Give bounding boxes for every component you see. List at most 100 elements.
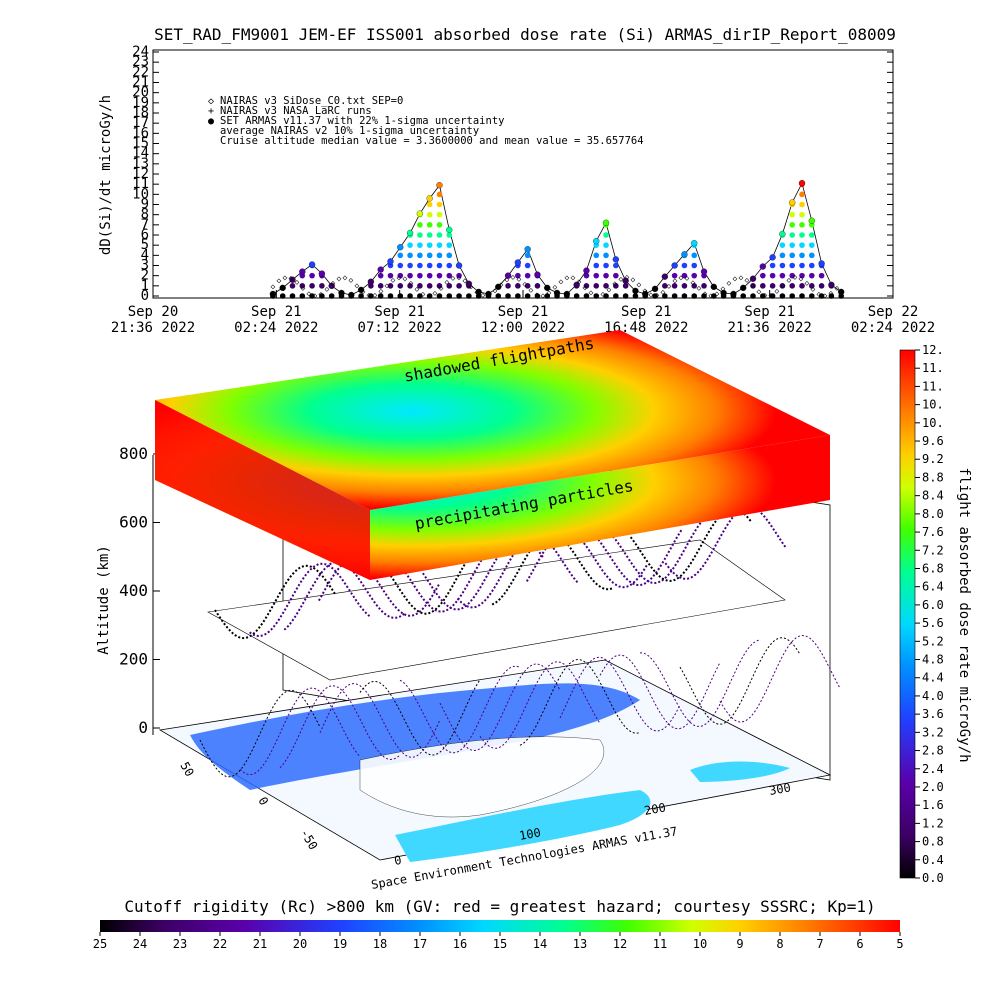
dose-point [387,283,394,289]
dose-point-peak [544,284,551,292]
dose-point-peak [426,195,433,202]
cutoff-tick-label: 18 [373,937,387,951]
dose-point [436,222,443,228]
altitude-tick-label: 400 [119,581,148,600]
colorbar-label: flight absorbed dose rate microGy/h [956,467,972,762]
dose-point [809,272,815,279]
dose-point [809,283,815,289]
dose-point [789,232,796,238]
legend-symbol: ◇ [208,96,214,107]
dose-point [426,232,433,238]
dose-point [789,283,796,289]
orbit-track [719,634,841,723]
dose-point [603,242,609,248]
dose-point-peak [730,290,737,298]
dose-point-peak [789,199,796,206]
model-diamond: ◇ [534,290,539,299]
dose-point [426,272,433,279]
orbit-track [439,663,561,752]
orbit-track [560,527,683,587]
dose-point [436,262,443,269]
model-diamond: ◇ [804,279,809,288]
cutoff-tick-label: 16 [453,937,467,951]
dose-point [436,191,443,198]
y-tick-label: 7 [141,217,149,233]
model-diamond: ◇ [318,289,323,298]
dose-point [436,272,443,279]
dose-point-peak [798,179,806,187]
y-tick-label: 13 [132,156,149,172]
x-tick-time: 07:12 2022 [358,320,442,336]
model-diamond: ◇ [282,273,287,282]
dose-point-peak [338,289,345,297]
colorbar-tick-label: 6.4 [922,580,944,594]
dose-point [417,272,423,279]
dose-point [779,283,786,289]
cutoff-tick-label: 10 [693,937,707,951]
dose-point [740,293,747,299]
dose-point [583,293,590,299]
cutoff-tick-label: 5 [896,937,903,951]
x-tick-time: 02:24 2022 [851,320,935,336]
colorbar-tick-label: 10. [922,398,944,412]
dose-point [691,272,698,279]
dose-point [818,293,825,299]
altitude-tick-label: 800 [119,444,148,463]
model-diamond: ◇ [546,288,551,297]
model-diamond: ◇ [780,281,785,290]
lon-tick-label: 300 [768,780,792,798]
model-diamond: ◇ [450,273,455,282]
dose-point [524,293,531,299]
dose-point-peak [279,284,286,292]
model-diamond: ◇ [300,284,305,293]
dose-point [407,272,413,279]
dose-point [799,222,805,228]
dose-point [583,272,590,279]
model-diamond: ◇ [774,287,779,296]
cutoff-tick-label: 19 [333,937,347,951]
cutoff-tick-label: 15 [493,937,507,951]
dose-point-peak [749,275,757,282]
cutoff-tick-label: 21 [253,937,267,951]
cutoff-tick-label: 22 [213,937,227,951]
lat-tick-label: 50 [177,760,196,780]
y-tick-label: 12 [132,166,149,182]
dose-point [397,283,404,289]
cutoff-tick-label: 11 [653,937,667,951]
lat-tick-label: 0 [255,795,271,808]
y-tick-label: 5 [141,237,149,253]
cutoff-ticks: 25 24 23 22 21 20 19 18 17 16 15 14 13 12 11 10 9 8 7 6 5 [93,932,904,951]
dose-point [593,272,600,279]
dose-point [681,293,688,299]
dose-point [779,242,786,248]
dose-point-peak [475,288,482,296]
dose-point [750,293,756,299]
model-diamond: ◇ [792,273,797,282]
ground-tracks [199,634,841,778]
model-diamond: ◇ [438,283,443,292]
dose-point-peak [318,270,326,277]
dose-point [446,252,453,259]
colorbar-tick-label: 4.4 [922,671,944,685]
dose-point [446,272,453,279]
dose-point [426,252,433,259]
dose-point [622,283,629,289]
dose-point [652,293,658,299]
orbit-track [479,661,601,749]
x-tick-time: 16:48 2022 [604,320,688,336]
dose-point-peak [308,261,316,268]
model-diamond: ◇ [462,276,467,285]
colorbar-ticks: 0.0 0.4 0.8 1.2 1.6 2.0 2.4 2.8 3.2 3.6 4.0 4.4 4.8 5… [915,343,944,885]
dose-point-peak [818,260,825,267]
model-diamond: ◇ [486,290,491,299]
model-diamond: ◇ [612,279,617,288]
dose-point [681,262,688,269]
dose-point-peak [406,229,414,237]
colorbar-tick-label: 6.8 [922,561,944,575]
model-diamond: ◇ [552,283,557,292]
dose-point-peak [465,280,473,287]
legend-entry: average NAIRAS v2 10% 1-sigma uncertaint… [220,125,479,137]
dose-point [603,293,609,299]
dose-point [505,293,511,299]
